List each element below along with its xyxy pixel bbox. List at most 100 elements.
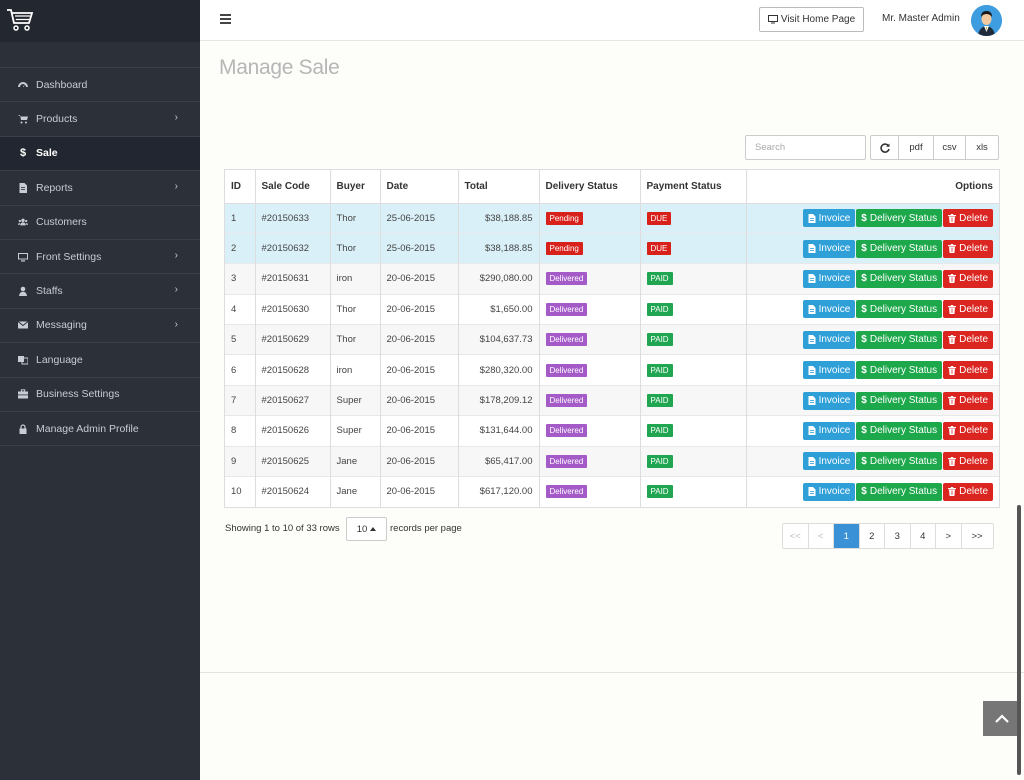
delivery-status-button[interactable]: $ Delivery Status	[856, 239, 943, 258]
menu-toggle-icon[interactable]	[220, 14, 231, 24]
table-row[interactable]: 2 #20150632 Thor 25-06-2015 $38,188.85 Pendin…	[225, 232, 999, 264]
delete-button[interactable]: Delete	[943, 269, 993, 288]
delivery-status-button[interactable]: $ Delivery Status	[856, 391, 943, 410]
invoice-button[interactable]: Invoice	[802, 300, 856, 319]
invoice-button[interactable]: Invoice	[802, 330, 856, 349]
page-button[interactable]: 3	[885, 524, 911, 548]
cell-sale-code: #20150627	[255, 384, 331, 416]
invoice-button[interactable]: Invoice	[802, 482, 856, 501]
invoice-button[interactable]: Invoice	[802, 391, 856, 410]
sidebar-item-front-settings[interactable]: Front Settings ›	[0, 240, 200, 275]
top-header: Visit Home Page Mr. Master Admin	[200, 0, 1024, 41]
sidebar-item-language[interactable]: Language	[0, 343, 200, 378]
table-row[interactable]: 9 #20150625 Jane 20-06-2015 $65,417.00 Delive…	[225, 445, 999, 477]
sidebar-item-dashboard[interactable]: Dashboard	[0, 68, 200, 103]
page-scrollbar[interactable]	[1017, 505, 1021, 775]
page-button[interactable]: >	[936, 524, 962, 548]
delete-button[interactable]: Delete	[943, 361, 993, 380]
sidebar-item-business-settings[interactable]: Business Settings	[0, 378, 200, 412]
cell-date: 20-06-2015	[380, 476, 459, 507]
delete-button[interactable]: Delete	[943, 482, 993, 501]
sidebar-item-label: Business Settings	[36, 388, 120, 401]
invoice-icon	[808, 274, 816, 284]
refresh-button[interactable]	[871, 136, 899, 159]
column-header-id[interactable]: ID	[225, 170, 256, 204]
delivery-status-button[interactable]: $ Delivery Status	[856, 421, 943, 440]
table-row[interactable]: 3 #20150631 iron 20-06-2015 $290,080.00 Deliv…	[225, 263, 999, 295]
table-row[interactable]: 5 #20150629 Thor 20-06-2015 $104,637.73 Deliv…	[225, 324, 999, 355]
column-header-payment-status[interactable]: Payment Status	[640, 170, 747, 204]
sidebar-item-manage-admin-profile[interactable]: Manage Admin Profile	[0, 412, 200, 447]
payment-status-badge: DUE	[646, 242, 672, 256]
delivery-status-button[interactable]: $ Delivery Status	[856, 209, 943, 228]
delete-button[interactable]: Delete	[943, 330, 993, 349]
scroll-to-top-button[interactable]	[983, 701, 1020, 736]
per-page-dropdown[interactable]: 10	[346, 517, 387, 541]
visit-home-button[interactable]: Visit Home Page	[759, 7, 864, 32]
delivery-status-button[interactable]: $ Delivery Status	[856, 269, 943, 288]
file-icon	[16, 182, 30, 193]
delete-button[interactable]: Delete	[943, 421, 993, 440]
column-header-date[interactable]: Date	[380, 170, 459, 204]
sidebar-menu: Dashboard Products › $ Sale Reports › Customers…	[0, 68, 200, 447]
invoice-button[interactable]: Invoice	[802, 209, 856, 228]
column-header-delivery-status[interactable]: Delivery Status	[539, 170, 641, 204]
sales-table: ID Sale Code Buyer Date Total Delivery S…	[224, 169, 1000, 508]
cell-sale-code: #20150625	[255, 445, 331, 477]
invoice-label: Invoice	[818, 243, 851, 255]
table-row[interactable]: 1 #20150633 Thor 25-06-2015 $38,188.85 Pendin…	[225, 202, 999, 234]
delivery-status-button[interactable]: $ Delivery Status	[856, 482, 943, 501]
page-button[interactable]: <	[809, 524, 834, 548]
cell-total: $290,080.00	[458, 263, 540, 295]
sidebar-item-reports[interactable]: Reports ›	[0, 171, 200, 206]
cell-buyer: Super	[330, 415, 381, 447]
delete-label: Delete	[959, 364, 988, 376]
delivery-status-button[interactable]: $ Delivery Status	[856, 361, 943, 380]
delivery-status-button[interactable]: $ Delivery Status	[856, 452, 943, 471]
logo[interactable]	[0, 0, 200, 42]
delivery-status-button[interactable]: $ Delivery Status	[856, 300, 943, 319]
page-button[interactable]: 2	[860, 524, 885, 548]
page-button[interactable]: 1	[834, 524, 860, 548]
invoice-icon	[808, 365, 816, 375]
column-header-sale-code[interactable]: Sale Code	[255, 170, 331, 204]
delete-button[interactable]: Delete	[943, 391, 993, 410]
cell-buyer: iron	[330, 354, 381, 386]
dollar-icon: $	[861, 334, 867, 346]
invoice-button[interactable]: Invoice	[802, 361, 856, 380]
delete-button[interactable]: Delete	[943, 239, 993, 258]
table-row[interactable]: 8 #20150626 Super 20-06-2015 $131,644.00 Deli…	[225, 415, 999, 447]
page-button[interactable]: 4	[911, 524, 936, 548]
search-input[interactable]	[745, 135, 866, 160]
table-row[interactable]: 10 #20150624 Jane 20-06-2015 $617,120.00 Deli…	[225, 476, 999, 507]
sidebar-item-messaging[interactable]: Messaging ›	[0, 309, 200, 344]
sidebar-item-customers[interactable]: Customers	[0, 206, 200, 240]
cell-options: Invoice $ Delivery Status Delete	[746, 293, 999, 325]
invoice-button[interactable]: Invoice	[802, 239, 856, 258]
column-header-buyer[interactable]: Buyer	[330, 170, 381, 204]
table-row[interactable]: 7 #20150627 Super 20-06-2015 $178,209.12 Deli…	[225, 384, 999, 416]
page-button[interactable]: <<	[783, 524, 809, 548]
export-xls-button[interactable]: xls	[976, 142, 988, 153]
invoice-button[interactable]: Invoice	[802, 421, 856, 440]
invoice-button[interactable]: Invoice	[802, 269, 856, 288]
delete-button[interactable]: Delete	[943, 209, 993, 228]
cell-date: 25-06-2015	[380, 202, 459, 234]
delivery-status-button[interactable]: $ Delivery Status	[856, 330, 943, 349]
invoice-label: Invoice	[818, 334, 851, 346]
table-row[interactable]: 6 #20150628 iron 20-06-2015 $280,320.00 Deliv…	[225, 354, 999, 386]
invoice-button[interactable]: Invoice	[802, 452, 856, 471]
admin-avatar[interactable]	[971, 5, 1002, 36]
column-header-total[interactable]: Total	[458, 170, 540, 204]
export-pdf-button[interactable]: pdf	[899, 136, 934, 159]
delete-button[interactable]: Delete	[943, 300, 993, 319]
sidebar-item-products[interactable]: Products ›	[0, 102, 200, 137]
sidebar-item-staffs[interactable]: Staffs ›	[0, 274, 200, 309]
delete-button[interactable]: Delete	[943, 452, 993, 471]
page-button[interactable]: >>	[971, 530, 983, 542]
sidebar-item-sale[interactable]: $ Sale	[0, 136, 200, 172]
table-row[interactable]: 4 #20150630 Thor 20-06-2015 $1,650.00 Deliver…	[225, 293, 999, 325]
export-csv-button[interactable]: csv	[934, 136, 966, 159]
payment-status-badge: PAID	[646, 272, 673, 286]
admin-name[interactable]: Mr. Master Admin	[882, 13, 960, 24]
